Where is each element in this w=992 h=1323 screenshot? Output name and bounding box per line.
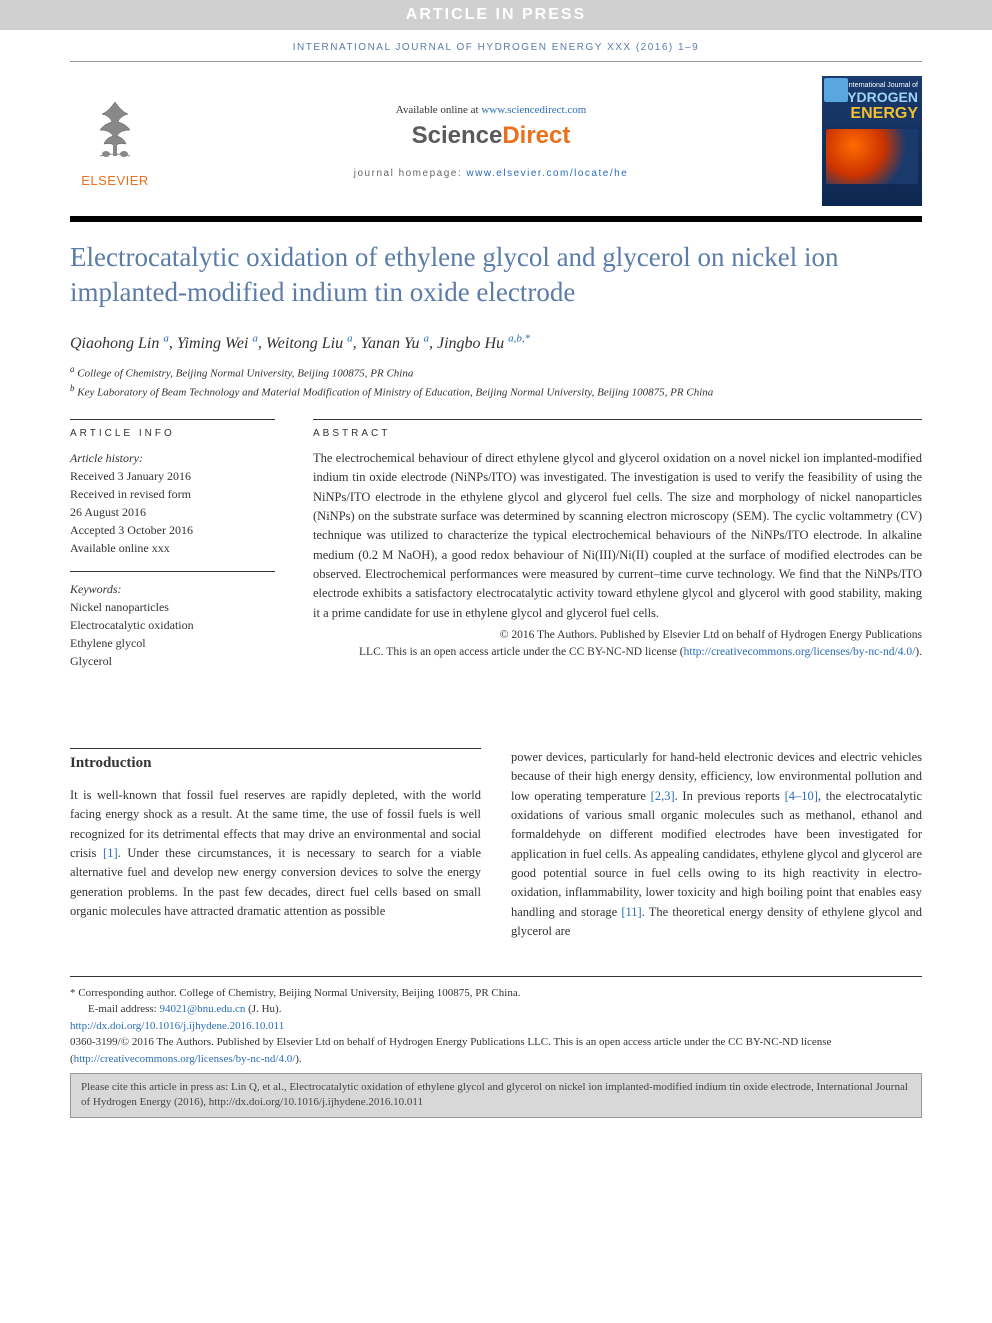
abstract-copyright: © 2016 The Authors. Published by Elsevie… <box>313 627 922 662</box>
doi-link[interactable]: http://dx.doi.org/10.1016/j.ijhydene.201… <box>70 1020 284 1032</box>
history-line: Received 3 January 2016 <box>70 467 275 485</box>
sd-science: Science <box>412 122 503 149</box>
history-label: Article history: <box>70 449 275 467</box>
abstract-column: ABSTRACT The electrochemical behaviour o… <box>313 419 922 684</box>
article-title: Electrocatalytic oxidation of ethylene g… <box>70 222 922 332</box>
homepage-link[interactable]: www.elsevier.com/locate/he <box>466 168 628 179</box>
affiliations: a College of Chemistry, Beijing Normal U… <box>70 363 922 419</box>
available-online: Available online at www.sciencedirect.co… <box>178 104 804 116</box>
header-block: ELSEVIER Available online at www.science… <box>70 62 922 216</box>
keyword: Ethylene glycol <box>70 634 275 652</box>
author: Qiaohong Lin a <box>70 335 169 352</box>
elsevier-wordmark: ELSEVIER <box>70 173 160 188</box>
keyword: Glycerol <box>70 652 275 670</box>
license-link[interactable]: http://creativecommons.org/licenses/by-n… <box>684 646 916 658</box>
intro-right-text: power devices, particularly for hand-hel… <box>511 748 922 942</box>
keywords-block: Keywords: Nickel nanoparticlesElectrocat… <box>70 580 275 684</box>
copyright-line1: © 2016 The Authors. Published by Elsevie… <box>500 629 922 641</box>
article-history: Article history: Received 3 January 2016… <box>70 449 275 571</box>
email-label: E-mail address: <box>88 1003 159 1015</box>
email-link[interactable]: 94021@bnu.edu.cn <box>159 1003 245 1015</box>
citation-ref[interactable]: [11] <box>621 905 641 919</box>
email-line: E-mail address: 94021@bnu.edu.cn (J. Hu)… <box>70 1001 922 1018</box>
history-line: 26 August 2016 <box>70 503 275 521</box>
footnote-block: * Corresponding author. College of Chemi… <box>70 985 922 1068</box>
sd-direct: Direct <box>502 122 570 149</box>
history-line: Accepted 3 October 2016 <box>70 521 275 539</box>
article-in-press-banner: ARTICLE IN PRESS <box>0 0 992 30</box>
body-columns: Introduction It is well-known that fossi… <box>70 708 922 962</box>
authors-list: Qiaohong Lin a, Yiming Wei a, Weitong Li… <box>70 332 922 362</box>
citation-ref[interactable]: [4–10] <box>785 789 818 803</box>
author: Yiming Wei a <box>177 335 258 352</box>
article-info-label: ARTICLE INFO <box>70 419 275 449</box>
copyright-line2: LLC. This is an open access article unde… <box>359 646 684 658</box>
elsevier-logo: ELSEVIER <box>70 94 160 188</box>
affiliation: a College of Chemistry, Beijing Normal U… <box>70 363 922 382</box>
affiliation: b Key Laboratory of Beam Technology and … <box>70 382 922 401</box>
right-body-column: power devices, particularly for hand-hel… <box>511 748 922 942</box>
homepage-prefix: journal homepage: <box>354 168 467 179</box>
keyword: Nickel nanoparticles <box>70 598 275 616</box>
keyword: Electrocatalytic oxidation <box>70 616 275 634</box>
issn-end: ). <box>295 1053 301 1065</box>
cover-image <box>826 129 918 184</box>
author: Yanan Yu a <box>361 335 429 352</box>
corresponding-author: * Corresponding author. College of Chemi… <box>70 985 922 1002</box>
citation-ref[interactable]: [1] <box>103 846 118 860</box>
footnote-license-link[interactable]: http://creativecommons.org/licenses/by-n… <box>74 1053 296 1065</box>
intro-left-text: It is well-known that fossil fuel reserv… <box>70 786 481 922</box>
journal-homepage: journal homepage: www.elsevier.com/locat… <box>178 168 804 179</box>
sciencedirect-link[interactable]: www.sciencedirect.com <box>481 104 586 116</box>
copyright-line3: ). <box>915 646 922 658</box>
running-head: INTERNATIONAL JOURNAL OF HYDROGEN ENERGY… <box>70 30 922 62</box>
info-abstract-row: ARTICLE INFO Article history: Received 3… <box>70 419 922 708</box>
elsevier-tree-icon <box>80 94 150 164</box>
available-prefix: Available online at <box>396 104 482 116</box>
left-body-column: Introduction It is well-known that fossi… <box>70 748 481 942</box>
citation-box: Please cite this article in press as: Li… <box>70 1073 922 1118</box>
author: Jingbo Hu a,b,* <box>437 335 530 352</box>
author: Weitong Liu a <box>266 335 353 352</box>
abstract-label: ABSTRACT <box>313 419 922 449</box>
cover-badge-icon <box>824 78 848 102</box>
header-center: Available online at www.sciencedirect.co… <box>178 104 804 179</box>
email-suffix: (J. Hu). <box>245 1003 281 1015</box>
keywords-label: Keywords: <box>70 580 275 598</box>
footnote-separator <box>70 976 922 977</box>
introduction-heading: Introduction <box>70 748 481 772</box>
citation-ref[interactable]: [2,3] <box>651 789 675 803</box>
info-rule <box>70 571 275 572</box>
history-line: Received in revised form <box>70 485 275 503</box>
abstract-text: The electrochemical behaviour of direct … <box>313 449 922 623</box>
article-info-column: ARTICLE INFO Article history: Received 3… <box>70 419 275 684</box>
history-line: Available online xxx <box>70 539 275 557</box>
journal-cover-thumbnail: International Journal of HYDROGEN ENERGY <box>822 76 922 206</box>
cover-line3: ENERGY <box>826 105 918 123</box>
sciencedirect-logo: ScienceDirect <box>178 122 804 150</box>
